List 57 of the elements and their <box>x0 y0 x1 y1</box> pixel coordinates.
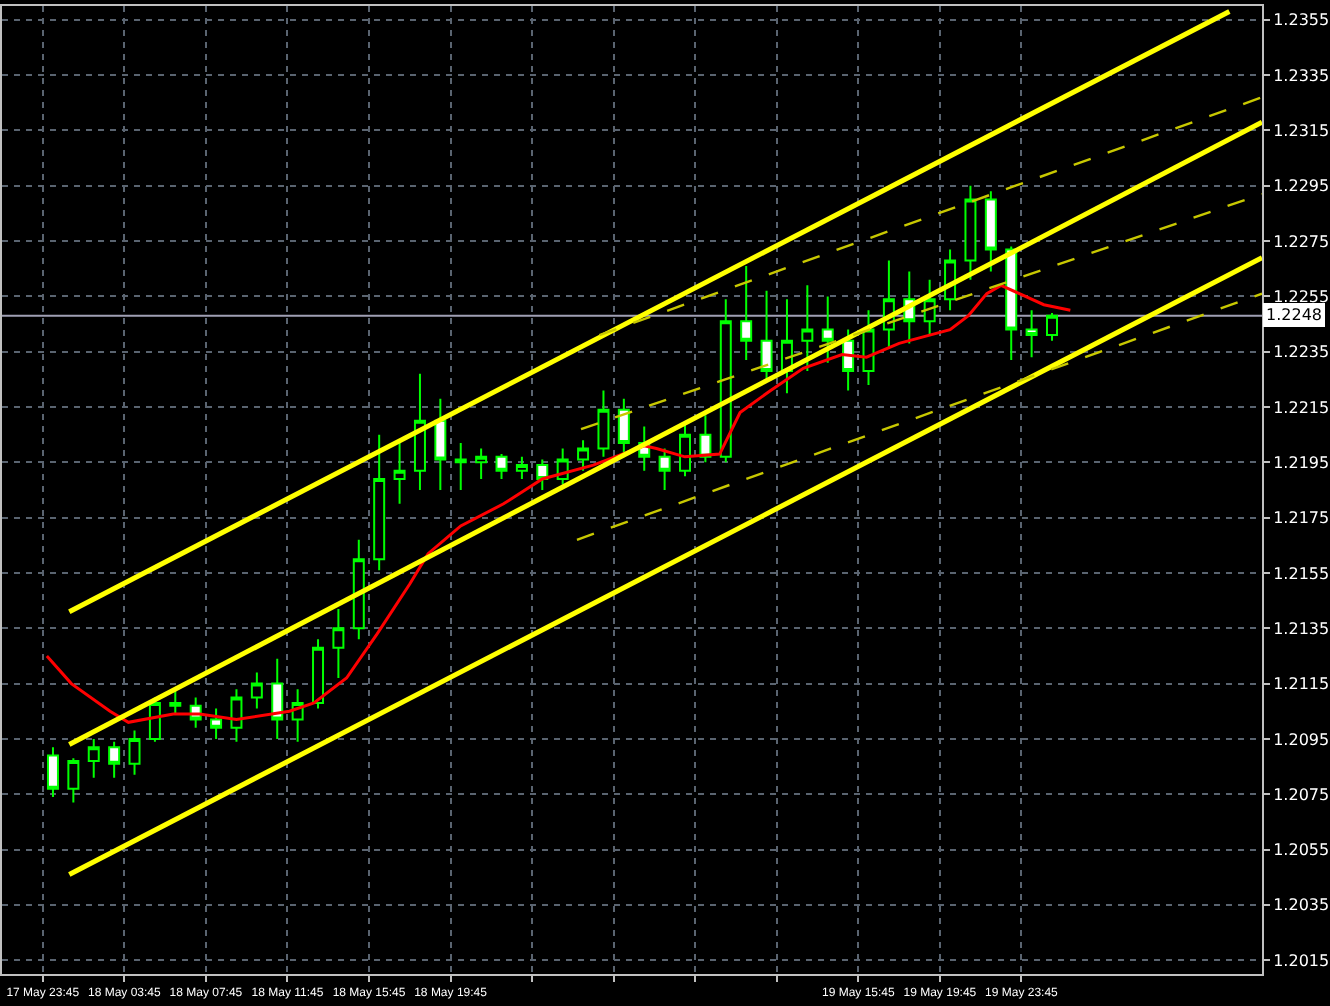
candlestick <box>984 190 997 273</box>
candlestick <box>801 284 814 373</box>
candlestick <box>597 389 610 458</box>
candlestick <box>332 607 345 680</box>
candlestick <box>862 309 875 386</box>
candlestick <box>760 289 773 381</box>
candlestick <box>210 707 223 740</box>
candlestick <box>536 458 549 491</box>
y-tick-label: 1.2175 <box>1273 509 1330 528</box>
candlestick <box>373 433 386 572</box>
candlestick <box>515 455 528 480</box>
candlestick <box>923 278 936 337</box>
candlestick <box>87 737 100 779</box>
candlestick <box>393 439 406 505</box>
candlestick <box>679 422 691 478</box>
candlestick <box>250 671 263 710</box>
y-tick-label: 1.2095 <box>1273 730 1330 749</box>
candlestick <box>108 740 121 779</box>
y-tick-label: 1.2335 <box>1273 66 1330 85</box>
y-tick-label: 1.2215 <box>1273 398 1330 417</box>
candlestick <box>128 729 141 776</box>
y-tick-label: 1.2355 <box>1273 11 1330 30</box>
candlestick <box>964 184 977 281</box>
candlestick <box>475 447 488 480</box>
y-tick-label: 1.2035 <box>1273 896 1330 915</box>
candlestick <box>46 746 59 798</box>
y-tick-label: 1.2075 <box>1273 785 1330 804</box>
ref-line-label: 1.2248 <box>1266 306 1322 324</box>
y-tick-label: 1.2195 <box>1273 453 1330 472</box>
candlestick <box>352 538 365 641</box>
candlestick <box>821 295 834 364</box>
candlestick <box>271 657 284 740</box>
y-tick-label: 1.2295 <box>1273 177 1330 196</box>
y-tick-label: 1.2275 <box>1273 232 1330 251</box>
y-tick-label: 1.2015 <box>1273 951 1330 970</box>
candlestick <box>577 439 590 472</box>
y-tick-label: 1.2135 <box>1273 619 1330 638</box>
candlestick <box>1005 245 1018 362</box>
candlestick <box>454 441 467 491</box>
candlestick <box>1025 309 1038 359</box>
y-tick-label: 1.2235 <box>1273 343 1330 362</box>
y-tick-label: 1.2315 <box>1273 122 1330 141</box>
candlestick <box>230 688 243 743</box>
candlestick <box>434 397 447 491</box>
candlestick <box>312 638 325 710</box>
candlestick <box>740 264 753 362</box>
y-tick-label: 1.2055 <box>1273 841 1330 860</box>
y-tick-label: 1.2255 <box>1273 288 1330 306</box>
y-tick-label: 1.2115 <box>1273 675 1330 694</box>
candlestick <box>169 688 182 716</box>
candlestick <box>617 397 630 458</box>
candlestick <box>658 447 671 491</box>
candlestick <box>495 453 508 480</box>
candlestick <box>67 757 80 804</box>
y-tick-label: 1.2155 <box>1273 564 1330 583</box>
candlestick <box>1046 312 1058 342</box>
candlestick <box>413 372 426 491</box>
